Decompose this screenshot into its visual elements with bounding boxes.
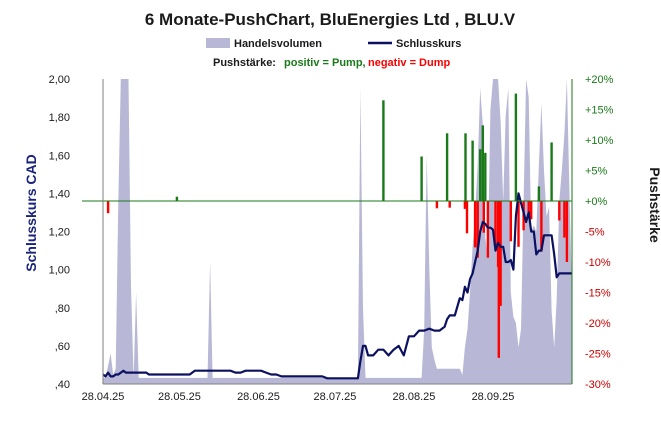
price-line <box>102 192 572 380</box>
push-bar-negative <box>497 201 500 358</box>
y2-tick-label: -30% <box>585 379 611 391</box>
y-axis-title: Schlusskurs CAD <box>23 154 39 271</box>
push-bar-positive <box>537 186 541 201</box>
chart-title: 6 Monate-PushChart, BluEnergies Ltd , BL… <box>145 10 516 29</box>
push-bar-negative <box>494 201 497 248</box>
y-tick-label: 1,40 <box>49 188 70 200</box>
y2-tick-label: -15% <box>585 288 611 300</box>
push-bar-positive <box>471 140 474 201</box>
y2-tick-label: +15% <box>585 105 614 117</box>
y-tick-label: ,40 <box>55 379 70 391</box>
x-tick-label: 28.08.25 <box>393 391 436 403</box>
push-bar-negative <box>530 201 533 220</box>
legend-price-label: Schlusskurs <box>396 38 461 50</box>
y-tick-label: 2,00 <box>49 74 70 86</box>
push-bar-negative <box>476 201 479 258</box>
x-tick-label: 28.09.25 <box>472 391 515 403</box>
legend: Handelsvolumen Schlusskurs Pushstärke: p… <box>206 38 461 69</box>
y2-tick-label: +0% <box>585 196 608 208</box>
push-bar-positive <box>484 152 487 201</box>
tick-labels-layer: ,40 ,60 ,80 1,00 1,20 1,40 1,60 1,80 2,00 +20% +15… <box>49 74 614 403</box>
push-legend-negative: negativ = Dump <box>368 57 450 69</box>
legend-volume-label: Handelsvolumen <box>234 38 322 50</box>
push-bar-negative <box>540 201 543 252</box>
y2-tick-label: -25% <box>585 349 611 361</box>
x-tick-label: 28.05.25 <box>158 391 201 403</box>
y2-axis-title: Pushstärke <box>647 167 661 243</box>
push-bar-negative <box>558 201 561 221</box>
y-tick-label: ,80 <box>55 303 70 315</box>
y-tick-label: 1,20 <box>49 227 70 239</box>
push-bar-negative <box>509 201 512 242</box>
push-bar-positive <box>382 100 385 201</box>
y2-tick-label: +10% <box>585 135 614 147</box>
push-bar-negative <box>463 201 467 209</box>
push-bar-positive <box>481 125 484 201</box>
push-legend-prefix: Pushstärke: <box>213 57 276 69</box>
push-bar-negative <box>527 201 530 217</box>
y-tick-label: 1,00 <box>49 265 70 277</box>
push-bar-negative <box>482 201 485 233</box>
push-bar-positive <box>514 93 518 201</box>
y-tick-label: 1,80 <box>49 112 70 124</box>
push-bar-negative <box>499 201 502 306</box>
y2-tick-label: -10% <box>585 257 611 269</box>
push-bar-positive <box>445 133 449 201</box>
push-bar-negative <box>473 201 477 248</box>
y-tick-label: 1,60 <box>49 150 70 162</box>
x-tick-label: 28.07.25 <box>314 391 357 403</box>
push-bar-positive <box>175 196 179 201</box>
y2-tick-label: -5% <box>585 227 605 239</box>
push-legend-positive: positiv = Pump, <box>284 57 366 69</box>
push-bar-negative <box>435 201 439 209</box>
push-bar-positive <box>420 156 423 201</box>
y2-tick-label: +20% <box>585 74 614 86</box>
axes-layer <box>82 79 573 385</box>
push-bar-negative <box>565 201 569 262</box>
push-bar-positive <box>464 133 467 201</box>
x-tick-label: 28.06.25 <box>237 391 280 403</box>
push-bar-negative <box>563 201 566 238</box>
push-bar-negative <box>486 201 490 258</box>
y2-tick-label: +5% <box>585 166 608 178</box>
legend-volume-swatch <box>206 38 230 48</box>
push-bar-negative <box>465 201 469 234</box>
push-bar-negative <box>448 201 451 208</box>
price-line-layer <box>102 192 572 380</box>
push-bar-negative <box>517 201 520 247</box>
x-tick-label: 28.04.25 <box>82 391 125 403</box>
y2-tick-label: -20% <box>585 318 611 330</box>
y-tick-label: ,60 <box>55 341 70 353</box>
push-bar-negative <box>106 201 110 214</box>
push-bar-positive <box>479 149 482 201</box>
push-bar-positive <box>550 142 553 201</box>
push-bars-layer <box>106 93 569 358</box>
